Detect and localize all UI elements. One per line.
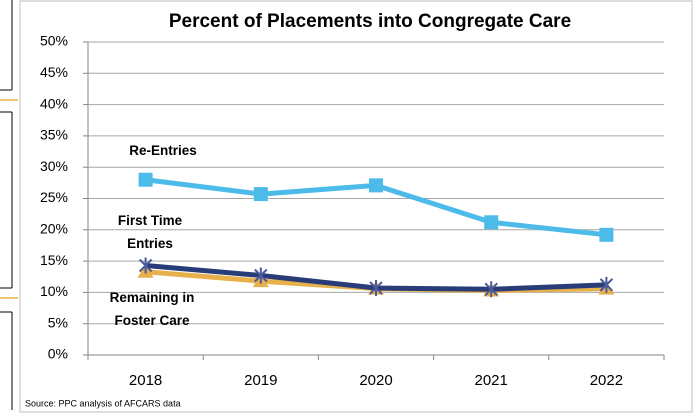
y-tick-label: 5% [48,314,68,330]
y-tick-label: 25% [40,189,68,205]
x-tick-label: 2019 [244,372,277,389]
y-tick-label: 35% [40,127,68,143]
marker [599,276,614,293]
y-tick-label: 0% [48,346,68,362]
y-tick-label: 10% [40,283,68,299]
y-tick-label: 40% [40,95,68,111]
marker [138,172,153,187]
marker [253,187,268,202]
y-tick-label: 30% [40,158,68,174]
marker [369,178,383,193]
y-tick-label: 20% [40,221,68,237]
marker [254,267,268,284]
marker [484,215,499,230]
x-tick-label: 2021 [475,372,508,389]
marker [369,280,383,297]
marker [484,281,498,298]
series-label: Re-Entries [129,143,197,158]
y-tick-label: 45% [40,64,68,80]
x-tick-label: 2020 [359,372,392,389]
y-tick-label: 50% [40,33,68,49]
y-tick-label: 15% [40,252,68,268]
series-label: Remaining in Foster Care [109,290,195,328]
x-tick-label: 2018 [129,372,162,389]
chart-title: Percent of Placements into Congregate Ca… [169,11,571,32]
marker [138,257,153,274]
source-note: Source: PPC analysis of AFCARS data [25,398,181,408]
x-tick-label: 2022 [590,372,623,389]
marker [599,227,614,242]
series-label: First Time Entries [117,213,183,251]
